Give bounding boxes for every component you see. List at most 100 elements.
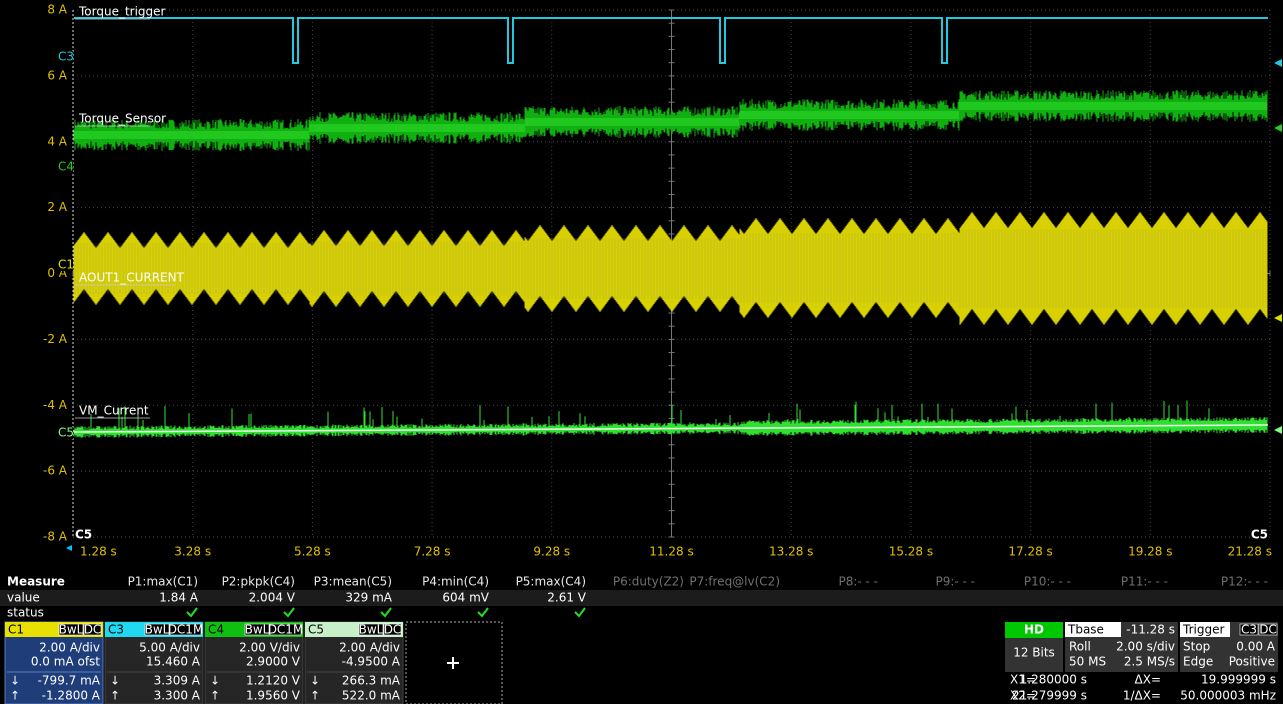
hd-title: HD [1024,623,1044,637]
y-axis-label: 2 A [47,200,67,214]
trigger-tag-text: DC [1259,623,1277,637]
status-check [186,607,198,618]
add-channel-box[interactable] [405,621,503,704]
channel-tag-text: BwL [59,623,84,637]
cursor-value: 19.999999 s [1201,673,1276,687]
channel-tag [144,623,170,636]
channel-marker-bg [57,427,73,439]
channel-tag [244,623,270,636]
channel-line: 2.00 V/div [239,641,300,655]
hd-header [1005,622,1063,638]
channel-marker: C3 [58,50,74,64]
channel-tag [83,623,102,636]
channel-tag-text: BwL [145,623,170,637]
status-check [477,607,489,618]
trace-label: Torque_trigger [78,5,166,19]
channel-marker-bg [57,161,73,173]
x-axis-label: 9.28 s [533,545,570,559]
x-axis-label: 15.28 s [889,545,933,559]
measure-header: P11:- - - [1121,575,1168,589]
cursor-label: X1= [1010,673,1036,687]
tbase-label-bg [1065,622,1121,637]
trigger-tag [1258,623,1278,636]
trigger-key: Edge [1183,655,1213,669]
x-axis-label: 7.28 s [414,545,451,559]
channel-tag [358,623,384,636]
cursor-value: 21.279999 s [1012,689,1087,703]
measure-header: P2:pkpk(C4) [222,575,295,589]
trigger-tag [1239,623,1259,636]
channel-tag-text: DC [84,623,102,637]
measure-row-label: value [7,591,40,605]
y-axis-label: 8 A [47,3,67,17]
channel-name: C3 [108,623,124,637]
measure-header: P3:mean(C5) [314,575,392,589]
channel-line: 2.00 A/div [339,641,400,655]
channel-name: C5 [308,623,324,637]
channel-arrow [1274,426,1282,434]
add-channel-plus [447,657,459,669]
tbase-value: -11.28 s [1126,623,1175,637]
cursor-label: ΔX= [1135,673,1161,687]
cursor-arrow: ↓ [310,674,320,688]
channel-arrow [1274,124,1282,132]
measure-value: 1.84 A [159,591,199,605]
measure-header: P6:duty(Z2) [613,575,684,589]
x-axis-label: 11.28 s [649,545,693,559]
x-axis-label: 3.28 s [174,545,211,559]
trace-aout1-shading [74,228,1267,309]
measure-header: P9:- - - [935,575,975,589]
cursor-marker [66,545,72,551]
channel-line: 1.2120 V [246,674,301,688]
status-check [574,607,586,618]
x-axis-label: 17.28 s [1008,545,1052,559]
cursor-arrow: ↑ [210,689,220,703]
cursor-value: 50.000003 mHz [1180,689,1276,703]
y-axis-label: -2 A [43,332,68,346]
measure-value: 604 mV [442,591,489,605]
trace-label: VM_Current [79,404,149,418]
x-axis-label: 21.28 s [1228,545,1272,559]
measure-header: P4:min(C4) [422,575,489,589]
tbase-title: Tbase [1067,623,1104,637]
channel-tag-text: DC [384,623,402,637]
channel-tag [169,623,202,636]
hd-bits: 12 Bits [1013,646,1055,660]
cursor-label: 1/ΔX= [1123,689,1161,703]
channel-line: 3.309 A [154,674,201,688]
x-axis-label: 1.28 s [80,545,117,559]
measure-value: 329 mA [345,591,392,605]
channel-line: 0.0 mA ofst [31,655,100,669]
channel-name: C4 [208,623,224,637]
channel-name: C1 [8,623,24,637]
cursor-label: X2= [1010,689,1036,703]
channel-tag-text: BwL [245,623,270,637]
status-check [380,607,392,618]
channel-line: -799.7 mA [38,674,101,688]
channel-line: 2.00 A/div [39,641,100,655]
channel-line: 1.9560 V [246,689,301,703]
y-axis-label: -8 A [43,530,68,544]
channel-line: 15.460 A [146,655,201,669]
trigger-val: Positive [1229,655,1275,669]
channel-arrow [1274,314,1282,322]
measure-title: Measure [7,575,65,589]
trigger-val: 0.00 A [1236,640,1276,654]
channel-tag-text: DC1M [168,623,204,637]
trace-torque-sensor-core [73,102,1267,139]
y-axis-label: 6 A [47,68,67,82]
measure-header: P1:max(C1) [128,575,198,589]
channel-marker: C1 [58,258,74,272]
channel-line: 266.3 mA [342,674,401,688]
channel-marker: C5 [58,426,74,440]
measure-row-label: status [7,606,44,620]
y-axis-label: -6 A [43,464,68,478]
measure-header: P8:- - - [838,575,878,589]
channel-line: 3.300 A [154,689,201,703]
corner-marker: C5 [75,528,92,542]
measure-header: P12:- - - [1221,575,1268,589]
channel-marker-bg [57,51,73,63]
tbase-key: Roll [1069,640,1091,654]
measure-header: P5:max(C4) [516,575,586,589]
